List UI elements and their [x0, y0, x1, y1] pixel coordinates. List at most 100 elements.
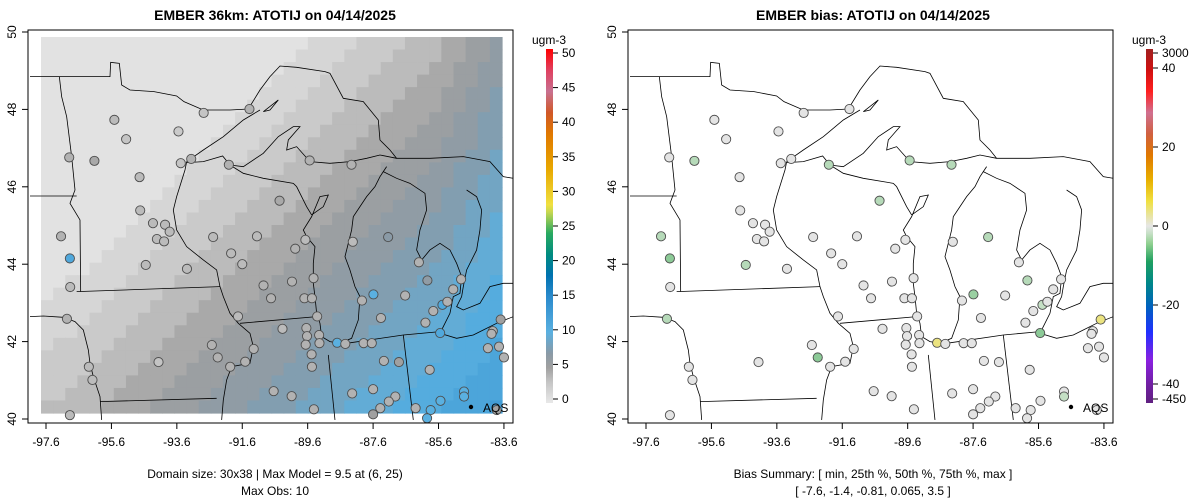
grid-cell: [380, 375, 394, 389]
grid-cell: [259, 149, 273, 163]
station-marker: [906, 349, 917, 360]
station-marker: [1013, 257, 1024, 268]
station-marker: [375, 403, 386, 414]
grid-cell: [174, 212, 188, 226]
grid-cell: [125, 250, 139, 264]
grid-cell: [477, 162, 491, 176]
grid-cell: [198, 300, 212, 314]
station-marker: [1035, 328, 1046, 339]
grid-cell: [295, 137, 309, 151]
station-marker: [906, 293, 917, 304]
grid-cell: [404, 149, 418, 163]
grid-cell: [65, 99, 78, 113]
grid-cell: [271, 275, 285, 289]
colorbar-tick-label: 20: [562, 254, 576, 268]
grid-cell: [198, 262, 212, 276]
grid-cell: [210, 262, 224, 276]
y-tick-label: 42: [5, 335, 19, 349]
grid-cell: [392, 174, 406, 188]
grid-cell: [380, 187, 394, 201]
grid-cell: [186, 62, 200, 76]
station-marker: [332, 337, 343, 348]
grid-cell: [295, 275, 309, 289]
grid-cell: [295, 250, 309, 264]
grid-cell: [392, 162, 406, 176]
grid-cell: [247, 174, 260, 188]
grid-cell: [441, 149, 455, 163]
station-marker: [368, 289, 379, 300]
grid-cell: [138, 212, 151, 226]
station-marker: [164, 226, 175, 237]
grid-cell: [101, 187, 115, 201]
station-marker: [840, 356, 851, 367]
grid-cell: [41, 74, 54, 88]
grid-cell: [283, 112, 297, 126]
grid-cell: [307, 137, 321, 151]
grid-cell: [198, 162, 212, 176]
grid-cell: [392, 62, 406, 76]
grid-cell: [113, 400, 127, 414]
grid-cell: [77, 300, 91, 314]
grid-cell: [453, 37, 467, 51]
grid-cell: [356, 262, 370, 276]
grid-cell: [113, 262, 127, 276]
grid-cell: [186, 37, 200, 51]
grid-cell: [404, 124, 418, 138]
grid-cell: [356, 312, 370, 326]
grid-cell: [162, 262, 176, 276]
grid-cell: [477, 262, 491, 276]
grid-cell: [489, 49, 503, 63]
station-marker: [153, 357, 164, 368]
station-marker: [1000, 290, 1011, 301]
grid-cell: [477, 87, 491, 101]
grid-cell: [417, 300, 430, 314]
grid-cell: [101, 137, 115, 151]
grid-cell: [113, 362, 127, 376]
grid-cell: [138, 250, 151, 264]
station-marker: [1022, 275, 1033, 286]
grid-cell: [392, 300, 406, 314]
grid-cell: [477, 237, 491, 251]
grid-cell: [441, 137, 455, 151]
grid-cell: [392, 199, 406, 214]
grid-cell: [356, 174, 370, 188]
grid-cell: [465, 112, 479, 126]
station-marker: [826, 248, 837, 259]
grid-cell: [210, 187, 224, 201]
grid-cell: [150, 262, 163, 276]
grid-cell: [271, 262, 285, 276]
grid-cell: [307, 162, 321, 176]
station-marker: [121, 134, 132, 145]
grid-cell: [392, 375, 406, 389]
grid-cell: [162, 162, 176, 176]
y-tick-label: 44: [5, 257, 19, 271]
grid-cell: [417, 287, 430, 301]
grid-cell: [162, 250, 176, 264]
grid-cell: [162, 174, 176, 188]
grid-cell: [453, 362, 467, 376]
left-colorbar: [546, 49, 553, 403]
station-marker: [347, 236, 358, 247]
grid-cell: [65, 137, 78, 151]
grid-cell: [150, 124, 163, 138]
grid-cell: [283, 49, 297, 63]
grid-cell: [138, 275, 151, 289]
grid-cell: [65, 237, 78, 251]
grid-cell: [101, 174, 115, 188]
grid-cell: [53, 124, 66, 138]
grid-cell: [222, 49, 236, 63]
grid-cell: [295, 387, 309, 402]
station-marker: [308, 404, 319, 415]
grid-cell: [489, 174, 503, 188]
grid-cell: [235, 149, 248, 163]
grid-cell: [380, 87, 394, 101]
grid-cell: [368, 325, 382, 339]
station-marker: [251, 231, 263, 242]
grid-cell: [247, 74, 260, 88]
grid-cell: [404, 300, 418, 314]
grid-cell: [283, 199, 297, 214]
grid-cell: [113, 162, 127, 176]
grid-cell: [247, 62, 260, 76]
station-marker: [300, 234, 311, 245]
grid-cell: [271, 74, 285, 88]
